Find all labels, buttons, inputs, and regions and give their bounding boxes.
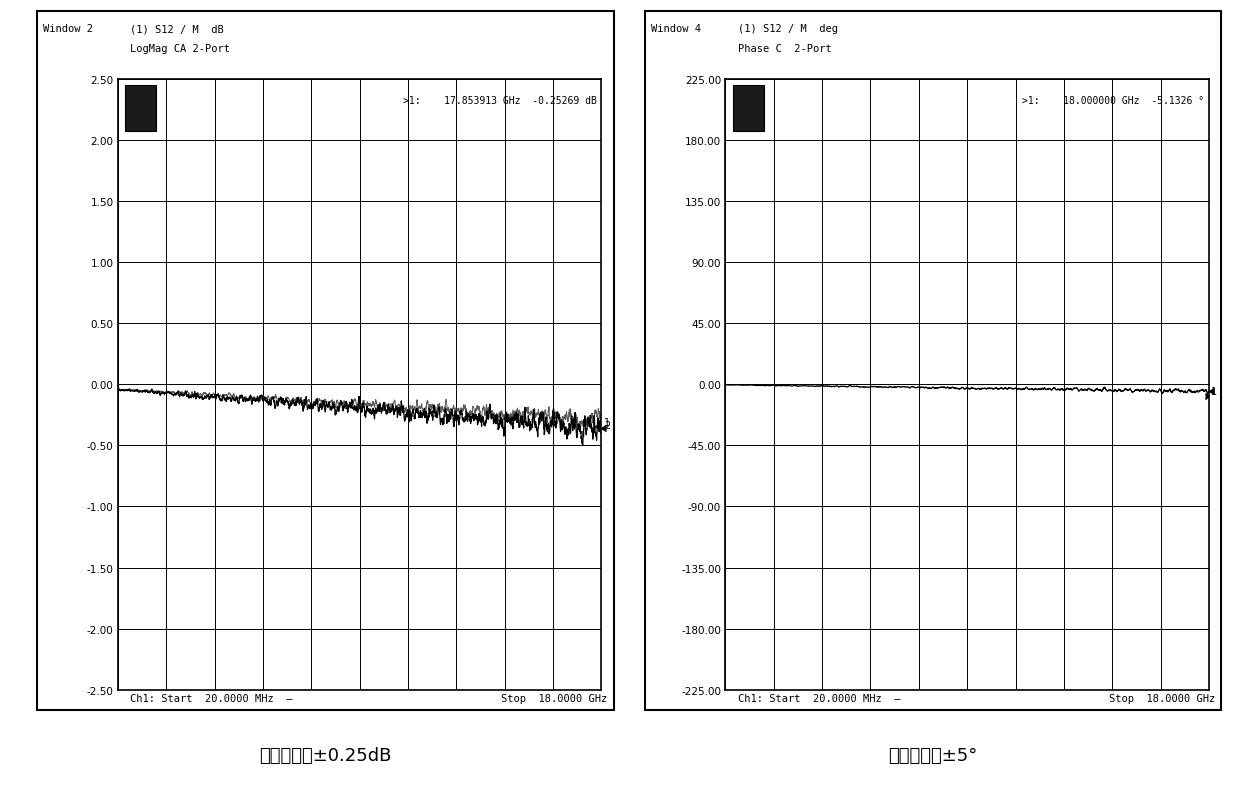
Text: Window 4: Window 4: [651, 24, 701, 34]
Text: LogMag CA 2-Port: LogMag CA 2-Port: [130, 44, 231, 54]
Text: 机械稳相：±5°: 机械稳相：±5°: [888, 746, 978, 764]
Text: (1) S12 / M  deg: (1) S12 / M deg: [738, 24, 838, 34]
Text: (1) S12 / M  dB: (1) S12 / M dB: [130, 24, 224, 34]
Text: 1: 1: [1211, 387, 1218, 397]
Text: Ch1: Start  20.0000 MHz  —: Ch1: Start 20.0000 MHz —: [738, 694, 900, 703]
Text: >1:    17.853913 GHz  -0.25269 dB: >1: 17.853913 GHz -0.25269 dB: [403, 95, 596, 105]
Text: >1:    18.000000 GHz  -5.1326 °: >1: 18.000000 GHz -5.1326 °: [1022, 95, 1204, 105]
Text: Stop  18.0000 GHz: Stop 18.0000 GHz: [1109, 694, 1215, 703]
Text: Window 2: Window 2: [43, 24, 93, 34]
Text: 1: 1: [604, 418, 610, 427]
Text: Stop  18.0000 GHz: Stop 18.0000 GHz: [501, 694, 608, 703]
Text: 2: 2: [604, 420, 610, 430]
Bar: [733, 87, 764, 132]
Text: Phase C  2-Port: Phase C 2-Port: [738, 44, 832, 54]
Text: Ch1: Start  20.0000 MHz  —: Ch1: Start 20.0000 MHz —: [130, 694, 293, 703]
Text: 稳幅性能：±0.25dB: 稳幅性能：±0.25dB: [259, 746, 392, 764]
Bar: [125, 87, 156, 132]
